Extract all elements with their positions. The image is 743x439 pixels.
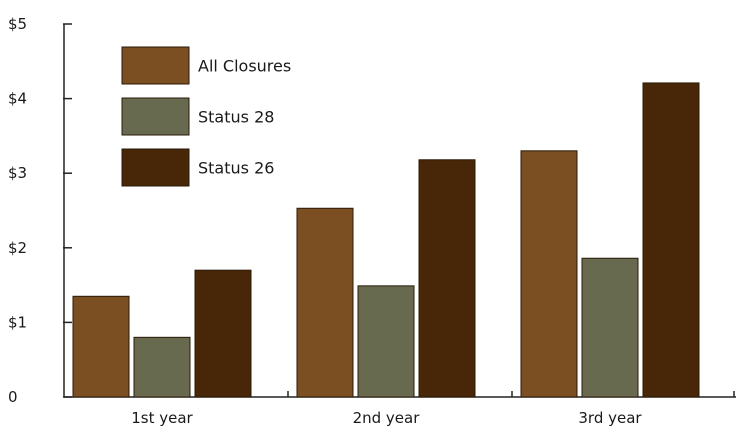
x-category-label: 2nd year bbox=[353, 409, 421, 427]
bar-all-closures-3 bbox=[520, 150, 578, 398]
bars bbox=[72, 82, 700, 398]
bar-status-28-3 bbox=[581, 257, 639, 398]
bar-status-28-1 bbox=[133, 336, 191, 398]
legend-label: Status 28 bbox=[198, 108, 274, 127]
bar-status-26-2 bbox=[418, 159, 476, 398]
y-tick-label: 0 bbox=[8, 388, 18, 406]
bar-status-26-3 bbox=[642, 82, 700, 398]
bar-status-26-1 bbox=[194, 269, 252, 398]
x-category-label: 3rd year bbox=[578, 409, 642, 427]
legend-label: All Closures bbox=[198, 57, 291, 76]
bar-all-closures-1 bbox=[72, 295, 130, 398]
x-category-labels: 1st year 2nd year 3rd year bbox=[131, 409, 642, 427]
legend-label: Status 26 bbox=[198, 159, 274, 178]
y-tick-label: $1 bbox=[8, 313, 27, 331]
bar-all-closures-2 bbox=[296, 207, 354, 398]
legend-swatch bbox=[121, 148, 190, 187]
legend-swatch bbox=[121, 97, 190, 136]
y-tick-label: $4 bbox=[8, 90, 27, 108]
legend: All Closures Status 28 Status 26 bbox=[121, 46, 291, 187]
y-tick-label: $2 bbox=[8, 239, 27, 257]
y-tick-label: $5 bbox=[8, 15, 27, 33]
y-ticks: 0 $1 $2 $3 $4 $5 bbox=[8, 15, 72, 406]
y-tick-label: $3 bbox=[8, 164, 27, 182]
bar-status-28-2 bbox=[357, 285, 415, 398]
x-category-label: 1st year bbox=[131, 409, 193, 427]
legend-swatch bbox=[121, 46, 190, 85]
